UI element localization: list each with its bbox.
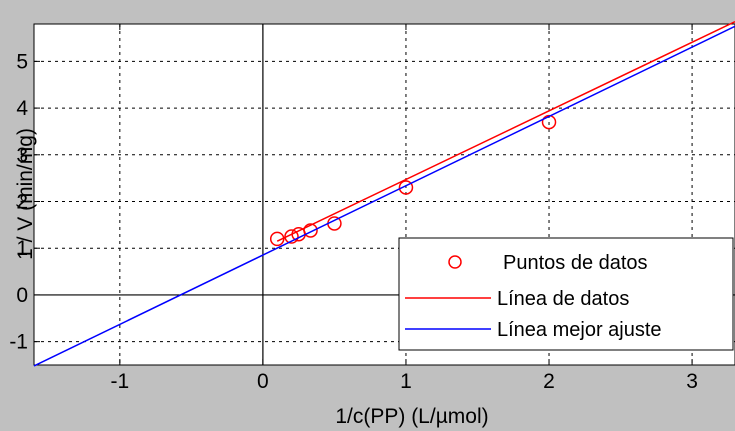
data-point — [541, 114, 557, 130]
legend: Puntos de datos Línea de datos Línea mej… — [398, 237, 734, 351]
legend-marker-points — [448, 255, 462, 269]
data-point — [398, 180, 414, 195]
data-point — [303, 223, 318, 238]
legend-label-data-line: Línea de datos — [497, 288, 629, 310]
ticks: -1 0 1 2 3 -1 0 1 2 3 4 5 — [9, 24, 698, 393]
series-layer — [33, 20, 735, 367]
legend-label-fit-line: Línea mejor ajuste — [497, 319, 662, 341]
y-tick-label: 5 — [16, 50, 28, 73]
x-tick-label: -1 — [110, 370, 129, 393]
legend-label-points: Puntos de datos — [503, 252, 648, 274]
y-tick-label: 1 — [16, 237, 28, 260]
data-line — [276, 20, 735, 242]
y-tick-label: -1 — [9, 331, 28, 354]
y-tick-label: 4 — [16, 97, 28, 120]
x-tick-label: 3 — [686, 370, 698, 393]
x-axis-title: 1/c(PP) (L/µmol) — [335, 405, 488, 428]
y-tick-label: 0 — [16, 284, 28, 307]
fit-line — [33, 25, 735, 367]
x-tick-label: 0 — [257, 370, 269, 393]
y-axis-title: 1 / V (min/mg) — [14, 128, 37, 260]
data-point — [284, 229, 299, 244]
x-tick-label: 1 — [400, 370, 412, 393]
y-tick-label: 2 — [16, 191, 28, 214]
y-tick-label: 3 — [16, 144, 28, 167]
x-tick-label: 2 — [543, 370, 555, 393]
